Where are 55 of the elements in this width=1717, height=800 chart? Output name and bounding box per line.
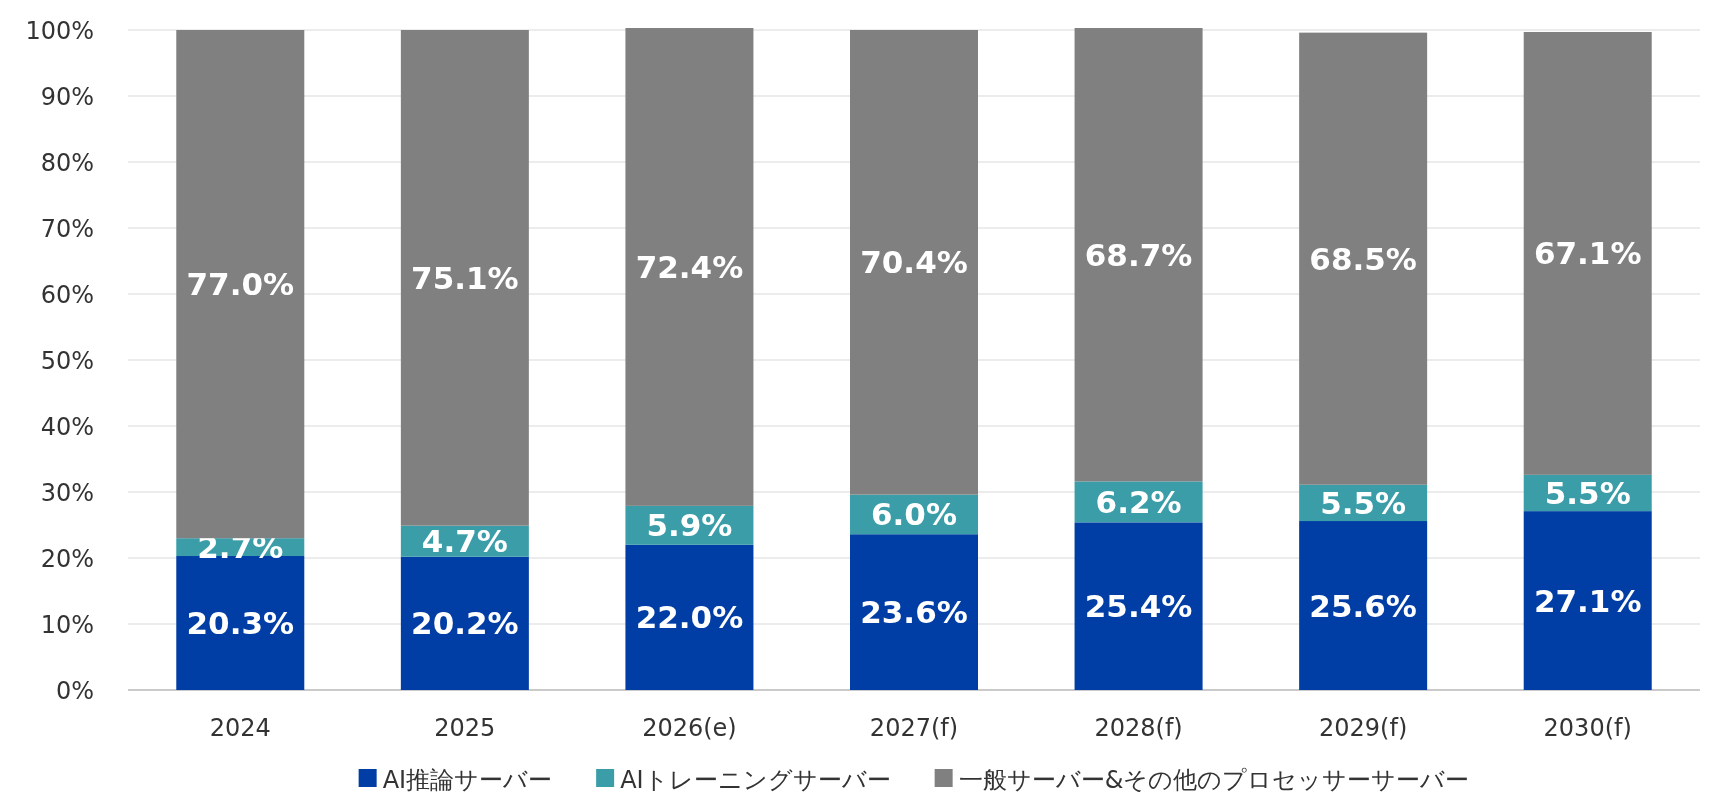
bar <box>400 30 529 526</box>
y-tick-label: 70% <box>40 215 94 243</box>
x-tick-label: 2028(f) <box>1094 714 1183 742</box>
y-tick-label: 20% <box>40 545 94 573</box>
bar <box>1074 28 1203 482</box>
x-tick-label: 2029(f) <box>1319 714 1408 742</box>
data-label: 77.0% <box>186 266 295 303</box>
y-tick-label: 10% <box>40 611 94 639</box>
bar <box>625 28 754 506</box>
bar <box>1299 32 1428 485</box>
legend-label: 一般サーバー&その他のプロセッサーサーバー <box>958 766 1470 794</box>
y-tick-label: 60% <box>40 281 94 309</box>
y-tick-label: 50% <box>40 347 94 375</box>
bar <box>1299 521 1428 690</box>
data-label: 72.4% <box>635 248 744 285</box>
bar <box>176 30 305 539</box>
y-tick-label: 90% <box>40 83 94 111</box>
data-label: 5.9% <box>646 507 733 544</box>
data-label: 25.6% <box>1309 587 1417 624</box>
legend-label: AI推論サーバー <box>382 766 553 794</box>
bar <box>400 556 529 690</box>
bar <box>850 534 978 690</box>
data-label: 20.2% <box>411 605 519 642</box>
data-label: 27.1% <box>1533 582 1642 619</box>
x-tick-label: 2025 <box>434 714 496 742</box>
y-tick-label: 0% <box>55 677 94 705</box>
x-tick-label: 2026(e) <box>642 714 737 742</box>
data-label: 68.5% <box>1309 240 1417 277</box>
data-label: 75.1% <box>411 259 519 296</box>
data-label: 67.1% <box>1533 235 1642 272</box>
data-label: 22.0% <box>635 599 744 636</box>
bar <box>176 556 305 690</box>
data-label: 68.7% <box>1084 236 1193 273</box>
x-tick-label: 2024 <box>209 714 271 742</box>
data-label: 20.3% <box>186 605 295 642</box>
bar <box>1074 522 1203 690</box>
bar <box>1523 511 1652 690</box>
data-label: 5.5% <box>1544 474 1631 511</box>
y-tick-label: 30% <box>40 479 94 507</box>
data-label: 25.4% <box>1084 588 1193 625</box>
y-tick-label: 100% <box>25 17 94 45</box>
bar <box>625 544 754 690</box>
legend-label: AIトレーニングサーバー <box>620 766 891 794</box>
bar <box>850 30 978 495</box>
x-tick-label: 2030(f) <box>1543 714 1632 742</box>
bar <box>1523 31 1652 475</box>
x-tick-label: 2027(f) <box>869 714 959 742</box>
data-label: 23.6% <box>860 594 968 631</box>
data-label: 4.7% <box>421 523 508 560</box>
y-tick-label: 80% <box>40 149 94 177</box>
data-label: 6.2% <box>1095 483 1182 520</box>
data-label: 70.4% <box>860 244 968 281</box>
data-label: 6.0% <box>871 496 957 533</box>
y-tick-label: 40% <box>40 413 94 441</box>
data-label: 5.5% <box>1320 484 1407 521</box>
